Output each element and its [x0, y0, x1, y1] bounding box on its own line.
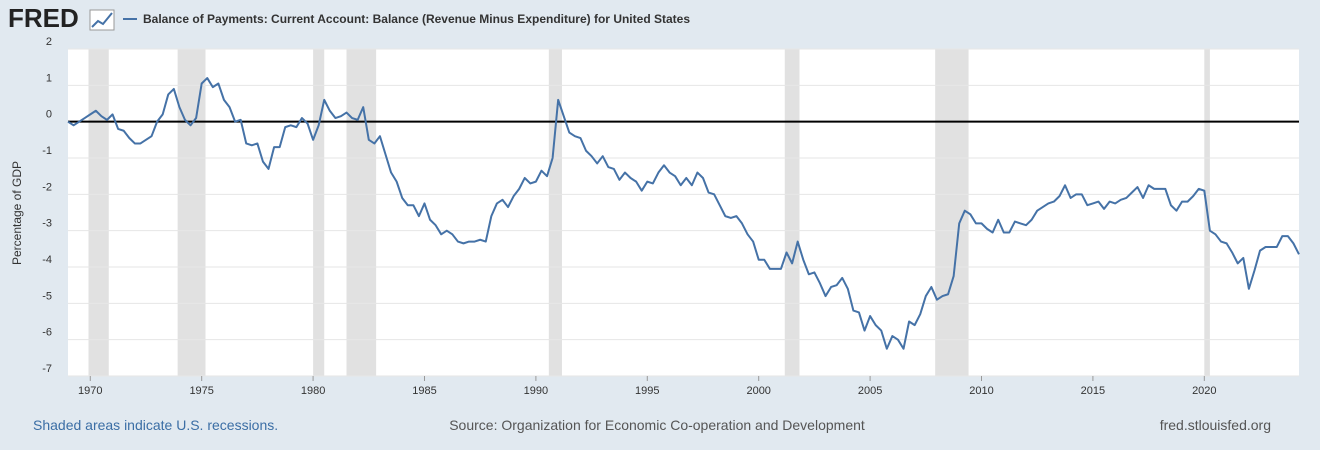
x-tick-label: 2000 — [746, 385, 770, 397]
x-tick-label: 2020 — [1192, 385, 1216, 397]
recession-band — [346, 49, 377, 376]
y-tick-label: -7 — [42, 363, 52, 375]
y-tick-label: 2 — [46, 36, 52, 48]
logo-icon — [89, 9, 115, 31]
recession-note: Shaded areas indicate U.S. recessions. — [33, 417, 278, 433]
x-tick-label: 2010 — [969, 385, 993, 397]
recession-band — [548, 49, 562, 376]
y-tick-label: -5 — [42, 290, 52, 302]
recession-band — [784, 49, 800, 376]
y-tick-label: 1 — [46, 72, 52, 84]
x-tick-label: 1975 — [189, 385, 213, 397]
x-tick-label: 1970 — [78, 385, 102, 397]
site: fred.stlouisfed.org — [1160, 417, 1271, 433]
y-axis-label: Percentage of GDP — [10, 161, 24, 265]
x-tick-label: 2005 — [858, 385, 882, 397]
x-tick-label: 1990 — [524, 385, 548, 397]
x-tick-label: 2015 — [1081, 385, 1105, 397]
series-line — [67, 77, 1300, 350]
y-tick-label: -6 — [42, 327, 52, 339]
logo: FRED — [8, 3, 79, 33]
y-tick-label: -1 — [42, 145, 52, 157]
recession-band — [88, 49, 109, 376]
y-tick-label: -3 — [42, 218, 52, 230]
y-tick-label: -4 — [42, 254, 52, 266]
plot-area — [68, 49, 1299, 376]
source: Source: Organization for Economic Co-ope… — [449, 417, 865, 433]
legend-label: Balance of Payments: Current Account: Ba… — [143, 12, 690, 26]
x-tick-label: 1980 — [301, 385, 325, 397]
recession-band — [313, 49, 325, 376]
y-tick-label: 0 — [46, 109, 52, 121]
x-tick-label: 1985 — [412, 385, 436, 397]
x-tick-label: 1995 — [635, 385, 659, 397]
recession-band — [177, 49, 206, 376]
y-tick-label: -2 — [42, 181, 52, 193]
